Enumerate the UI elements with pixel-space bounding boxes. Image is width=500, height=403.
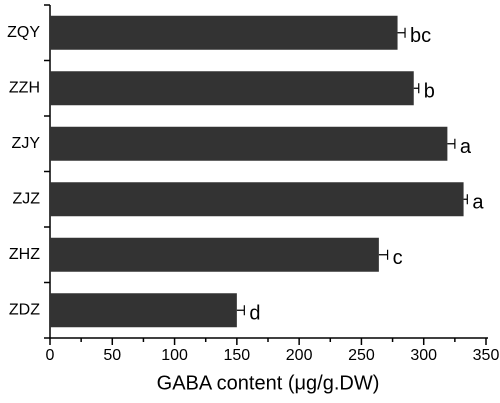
y-tick-label: ZJY [12, 135, 41, 152]
error-bar [397, 27, 406, 38]
significance-label: a [472, 192, 484, 214]
x-tick-label: 0 [46, 347, 55, 364]
bar [50, 15, 398, 50]
x-tick-label: 350 [473, 347, 500, 364]
x-tick-label: 50 [103, 347, 121, 364]
error-bar [378, 249, 389, 260]
significance-label: d [249, 303, 260, 325]
y-tick-label: ZDZ [9, 301, 40, 318]
y-tick-label: ZHZ [9, 246, 40, 263]
bar [50, 126, 448, 161]
bar [50, 293, 237, 328]
y-tick-label: ZZH [9, 79, 40, 96]
x-tick-label: 150 [224, 347, 251, 364]
x-tick-label: 100 [161, 347, 188, 364]
bar [50, 182, 464, 217]
x-tick-label: 200 [286, 347, 313, 364]
y-tick-label: ZQY [7, 24, 40, 41]
error-bar [236, 305, 245, 316]
error-bar [463, 194, 468, 205]
significance-label: b [424, 81, 435, 103]
x-tick-label: 300 [410, 347, 437, 364]
y-tick-label: ZJZ [12, 190, 40, 207]
significance-label: bc [410, 25, 431, 47]
significance-label: c [393, 247, 403, 269]
error-bar [447, 138, 456, 149]
bar [50, 237, 379, 272]
error-bar [413, 83, 420, 94]
significance-label: a [460, 136, 472, 158]
bar [50, 71, 414, 106]
x-axis-label: GABA content (μg/g.DW) [157, 372, 380, 394]
x-tick-label: 250 [348, 347, 375, 364]
